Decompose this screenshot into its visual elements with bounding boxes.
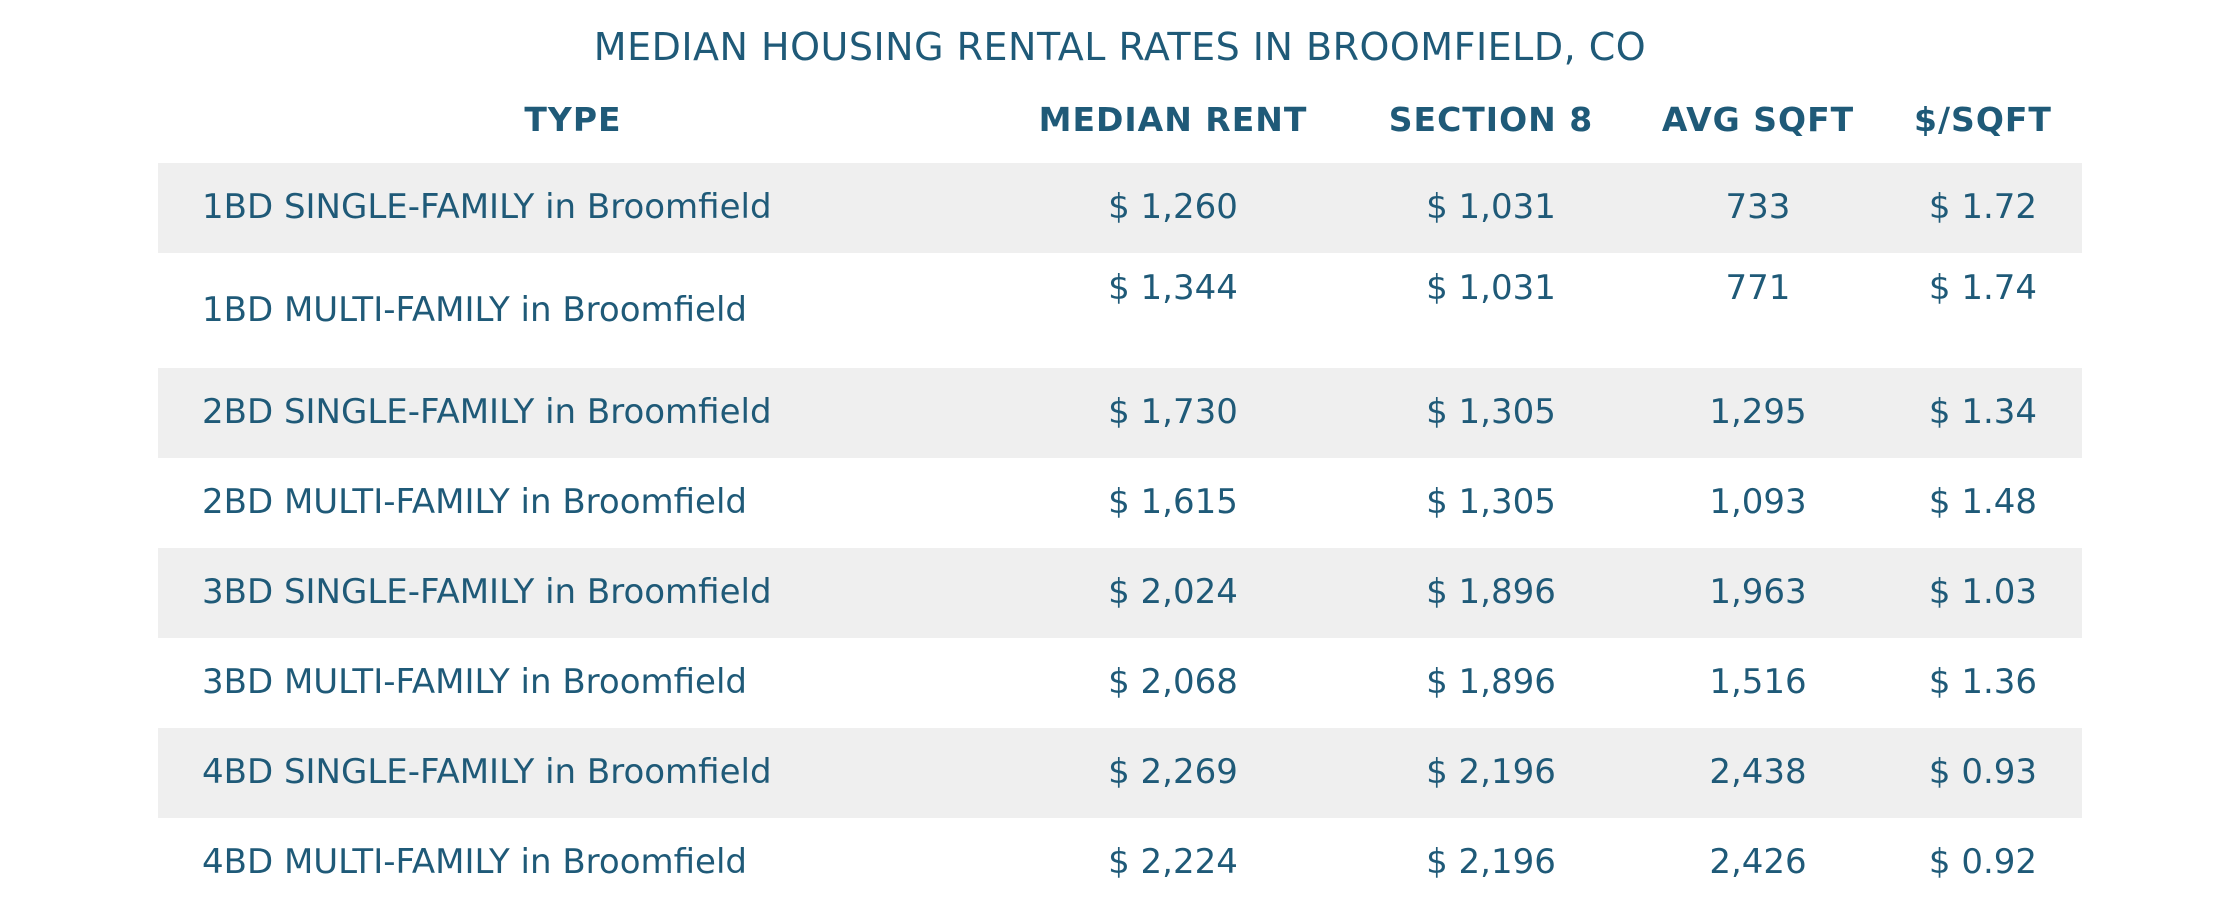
cell-avg-sqft: 733 (1725, 187, 1791, 227)
cell-avg-sqft: 2,438 (1709, 752, 1807, 792)
cell-type: 1BD SINGLE-FAMILY in Broomfield (202, 187, 772, 227)
table-row: 1BD MULTI-FAMILY in Broomfield $ 1,344 $… (158, 253, 2082, 368)
cell-section-8: $ 1,031 (1426, 187, 1556, 227)
table-row: 1BD SINGLE-FAMILY in Broomfield $ 1,260 … (158, 163, 2082, 253)
cell-type: 3BD SINGLE-FAMILY in Broomfield (202, 572, 772, 612)
cell-median-rent: $ 1,344 (1108, 268, 1238, 308)
cell-type: 3BD MULTI-FAMILY in Broomfield (202, 662, 747, 702)
column-header-median-rent: MEDIAN RENT (1038, 100, 1308, 139)
cell-avg-sqft: 1,093 (1709, 482, 1807, 522)
table-row: 4BD MULTI-FAMILY in Broomfield $ 2,224 $… (158, 818, 2082, 908)
table-title: MEDIAN HOUSING RENTAL RATES IN BROOMFIEL… (593, 25, 1647, 69)
cell-avg-sqft: 1,963 (1709, 572, 1807, 612)
cell-median-rent: $ 2,224 (1108, 842, 1238, 882)
cell-median-rent: $ 1,730 (1108, 392, 1238, 432)
cell-price-per-sqft: $ 1.36 (1928, 662, 2038, 702)
table-row: 3BD MULTI-FAMILY in Broomfield $ 2,068 $… (158, 638, 2082, 728)
rental-rates-table: TYPE MEDIAN RENT SECTION 8 AVG SQFT $/SQ… (158, 93, 2082, 908)
cell-avg-sqft: 771 (1725, 268, 1791, 308)
table-row: 3BD SINGLE-FAMILY in Broomfield $ 2,024 … (158, 548, 2082, 638)
cell-type: 1BD MULTI-FAMILY in Broomfield (202, 290, 747, 330)
cell-section-8: $ 1,896 (1426, 662, 1556, 702)
cell-avg-sqft: 2,426 (1709, 842, 1807, 882)
cell-price-per-sqft: $ 1.03 (1928, 572, 2038, 612)
cell-type: 4BD SINGLE-FAMILY in Broomfield (202, 752, 772, 792)
cell-price-per-sqft: $ 0.93 (1928, 752, 2038, 792)
cell-median-rent: $ 1,260 (1108, 187, 1238, 227)
cell-median-rent: $ 2,269 (1108, 752, 1238, 792)
cell-price-per-sqft: $ 1.74 (1928, 268, 2038, 308)
cell-median-rent: $ 1,615 (1108, 482, 1238, 522)
cell-type: 4BD MULTI-FAMILY in Broomfield (202, 842, 747, 882)
column-header-type: TYPE (524, 100, 622, 139)
table-row: 2BD SINGLE-FAMILY in Broomfield $ 1,730 … (158, 368, 2082, 458)
table-row: 4BD SINGLE-FAMILY in Broomfield $ 2,269 … (158, 728, 2082, 818)
cell-type: 2BD MULTI-FAMILY in Broomfield (202, 482, 747, 522)
cell-price-per-sqft: $ 0.92 (1928, 842, 2038, 882)
cell-avg-sqft: 1,516 (1709, 662, 1807, 702)
cell-section-8: $ 1,305 (1426, 482, 1556, 522)
column-header-avg-sqft: AVG SQFT (1661, 100, 1855, 139)
table-header-row: TYPE MEDIAN RENT SECTION 8 AVG SQFT $/SQ… (158, 93, 2082, 163)
column-header-section-8: SECTION 8 (1388, 100, 1594, 139)
cell-price-per-sqft: $ 1.72 (1928, 187, 2038, 227)
cell-section-8: $ 2,196 (1426, 752, 1556, 792)
table-row: 2BD MULTI-FAMILY in Broomfield $ 1,615 $… (158, 458, 2082, 548)
cell-section-8: $ 1,305 (1426, 392, 1556, 432)
cell-median-rent: $ 2,024 (1108, 572, 1238, 612)
cell-price-per-sqft: $ 1.48 (1928, 482, 2038, 522)
column-header-price-per-sqft: $/SQFT (1914, 100, 2052, 139)
cell-section-8: $ 2,196 (1426, 842, 1556, 882)
cell-section-8: $ 1,896 (1426, 572, 1556, 612)
cell-median-rent: $ 2,068 (1108, 662, 1238, 702)
cell-price-per-sqft: $ 1.34 (1928, 392, 2038, 432)
cell-avg-sqft: 1,295 (1709, 392, 1807, 432)
cell-type: 2BD SINGLE-FAMILY in Broomfield (202, 392, 772, 432)
cell-section-8: $ 1,031 (1426, 268, 1556, 308)
